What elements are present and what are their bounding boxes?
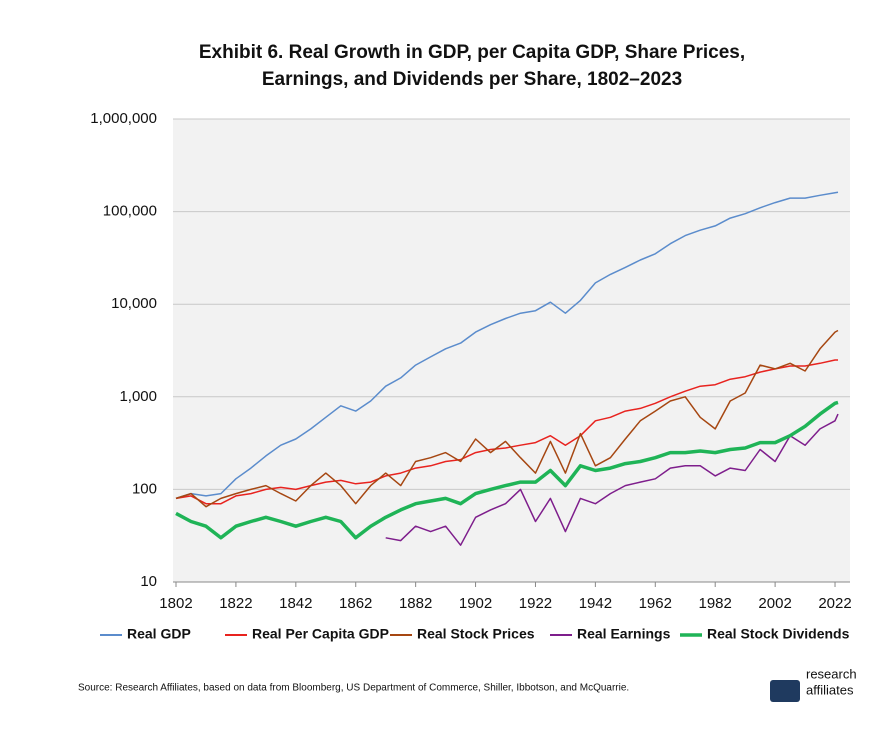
legend-label: Real Per Capita GDP [252,626,389,642]
logo-text: affiliates [806,682,854,697]
x-tick-label: 1922 [519,595,552,612]
x-tick-label: 1822 [219,595,252,612]
y-tick-label: 1,000 [119,388,157,405]
series-line [175,329,839,508]
series-line [385,413,839,546]
logo-mark [770,680,800,702]
legend: Real GDP Real Per Capita GDP Real Stock Pr… [100,626,850,642]
series-line [175,359,838,505]
plot-area [173,119,850,582]
legend-label: Real GDP [127,626,191,642]
x-tick-label: 1842 [279,595,312,612]
x-tick-label: 2022 [818,595,851,612]
lines [175,191,839,546]
x-tick-label: 1862 [339,595,372,612]
series-line [175,400,839,540]
logo-text: research [806,666,857,681]
y-tick-label: 100 [132,480,157,497]
y-tick-label: 10,000 [111,295,157,312]
y-tick-label: 10 [140,573,157,590]
y-tick-label: 1,000,000 [90,110,157,127]
x-tick-label: 1802 [159,595,192,612]
chart-title: Exhibit 6. Real Growth in GDP, per Capit… [199,42,745,63]
y-tick-label: 100,000 [103,203,157,220]
series-line [175,191,839,500]
x-tick-label: 1882 [399,595,432,612]
axes: 10 100 1,000 10,000 100,000 1,000,000 1802 1822… [90,110,851,612]
x-tick-label: 2002 [758,595,791,612]
legend-label: Real Stock Prices [417,626,535,642]
x-tick-label: 1902 [459,595,492,612]
x-tick-label: 1962 [639,595,672,612]
chart-subtitle: Earnings, and Dividends per Share, 1802–… [262,69,682,90]
x-tick-label: 1982 [699,595,732,612]
legend-label: Real Stock Dividends [707,626,850,642]
x-tick-label: 1942 [579,595,612,612]
legend-label: Real Earnings [577,626,671,642]
source-note: Source: Research Affiliates, based on da… [78,683,629,694]
